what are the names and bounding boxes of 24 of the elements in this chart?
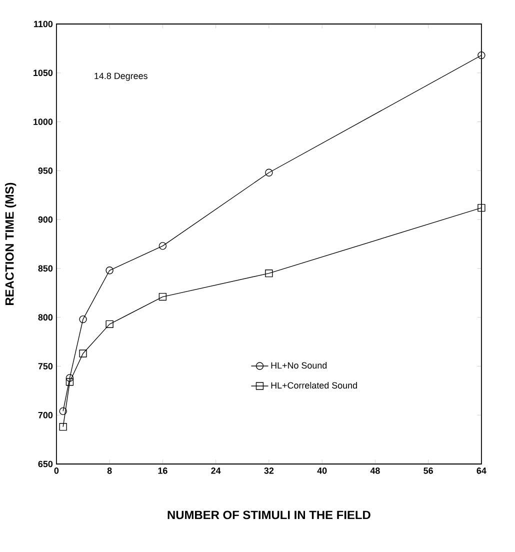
y-tick-label: 850	[38, 265, 53, 272]
y-tick-label: 1000	[34, 118, 53, 125]
y-tick-label: 800	[38, 314, 53, 321]
y-axis-title: REACTION TIME (MS)	[5, 182, 16, 305]
y-tick-label: 1050	[34, 70, 53, 76]
x-axis-title: NUMBER OF STIMULI IN THE FIELD	[168, 510, 370, 520]
legend-label: HL+No Sound	[271, 362, 327, 369]
x-tick-label: 24	[211, 468, 221, 474]
y-tick-label: 650	[38, 460, 53, 468]
x-tick-label: 0	[54, 468, 59, 474]
x-tick-label: 48	[370, 468, 380, 474]
y-tick-label: 750	[38, 363, 53, 370]
x-tick-label: 16	[158, 468, 168, 474]
legend-label: HL+Correlated Sound	[271, 382, 357, 389]
annotation: 14.8 Degrees	[94, 72, 148, 81]
y-tick-label: 950	[38, 167, 53, 174]
x-tick-label: 56	[424, 468, 433, 474]
x-tick-label: 40	[317, 468, 327, 474]
y-tick-label: 900	[38, 216, 53, 223]
x-tick-label: 64	[476, 468, 486, 474]
x-tick-label: 8	[107, 468, 112, 474]
y-tick-label: 1100	[34, 20, 53, 28]
y-tick-label: 700	[38, 412, 53, 418]
x-tick-label: 32	[264, 468, 274, 474]
